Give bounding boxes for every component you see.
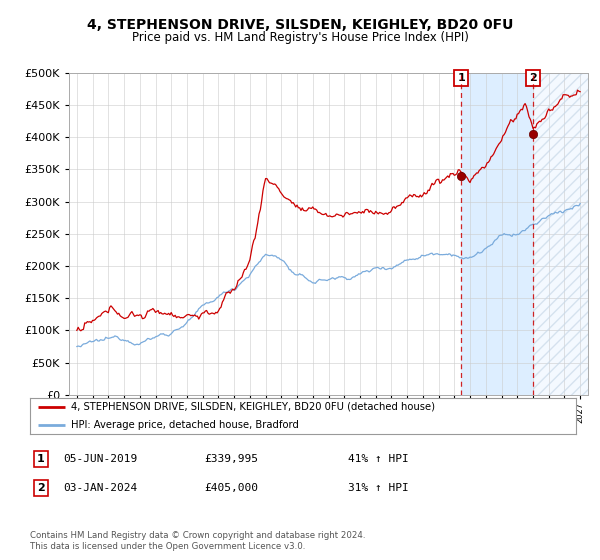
Bar xyxy=(533,73,588,395)
Text: 4, STEPHENSON DRIVE, SILSDEN, KEIGHLEY, BD20 0FU (detached house): 4, STEPHENSON DRIVE, SILSDEN, KEIGHLEY, … xyxy=(71,402,435,412)
Text: 31% ↑ HPI: 31% ↑ HPI xyxy=(348,483,409,493)
Text: HPI: Average price, detached house, Bradford: HPI: Average price, detached house, Brad… xyxy=(71,420,299,430)
Text: 1: 1 xyxy=(37,454,44,464)
Text: Contains HM Land Registry data © Crown copyright and database right 2024.: Contains HM Land Registry data © Crown c… xyxy=(30,531,365,540)
Text: 05-JUN-2019: 05-JUN-2019 xyxy=(63,454,137,464)
Text: £405,000: £405,000 xyxy=(204,483,258,493)
Text: 2: 2 xyxy=(37,483,44,493)
Text: 2: 2 xyxy=(529,73,537,83)
Bar xyxy=(533,73,588,395)
Text: This data is licensed under the Open Government Licence v3.0.: This data is licensed under the Open Gov… xyxy=(30,542,305,551)
Text: 1: 1 xyxy=(457,73,465,83)
Text: 41% ↑ HPI: 41% ↑ HPI xyxy=(348,454,409,464)
Text: 4, STEPHENSON DRIVE, SILSDEN, KEIGHLEY, BD20 0FU: 4, STEPHENSON DRIVE, SILSDEN, KEIGHLEY, … xyxy=(87,18,513,32)
Text: £339,995: £339,995 xyxy=(204,454,258,464)
Text: Price paid vs. HM Land Registry's House Price Index (HPI): Price paid vs. HM Land Registry's House … xyxy=(131,31,469,44)
Bar xyxy=(533,73,588,395)
Bar xyxy=(461,73,533,395)
Text: 03-JAN-2024: 03-JAN-2024 xyxy=(63,483,137,493)
